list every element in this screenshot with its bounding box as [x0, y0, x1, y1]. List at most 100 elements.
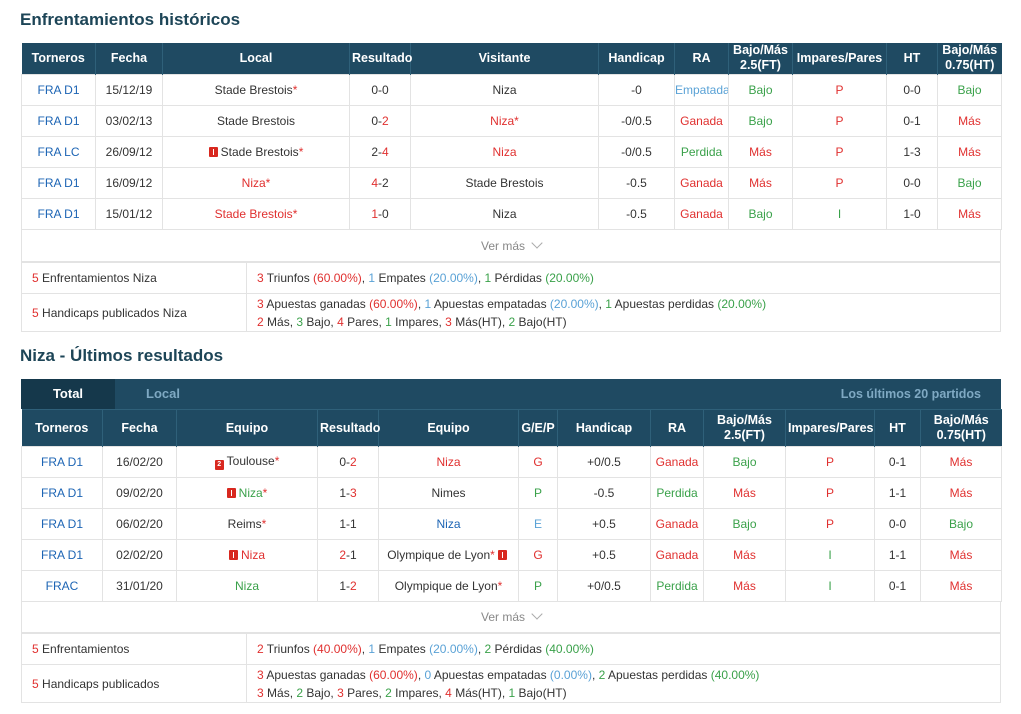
score-away: 0	[382, 82, 389, 97]
result-cell[interactable]: 0-2	[317, 446, 379, 478]
header-text: 2.5(FT)	[724, 428, 765, 442]
result-cell[interactable]: 2-1	[317, 539, 379, 571]
ra-value: Ganada	[650, 539, 704, 571]
summary-segment: 2	[257, 314, 264, 329]
summary-segment: 1	[368, 642, 376, 656]
match-date: 02/02/20	[102, 539, 177, 571]
result-cell[interactable]: 2-4	[349, 135, 411, 168]
home-team[interactable]: Reims*	[176, 508, 318, 540]
summary-segment: Más,	[263, 314, 297, 329]
column-header: G/E/P	[518, 409, 558, 447]
summary-line: 2 Más, 3 Bajo, 4 Pares, 1 Impares, 3 Más…	[257, 313, 990, 331]
away-team[interactable]: Niza	[410, 73, 599, 106]
match-date: 31/01/20	[102, 570, 177, 602]
home-team[interactable]: Stade Brestois*	[162, 135, 350, 168]
column-header: Impares/Pares	[792, 43, 887, 74]
tab-local[interactable]: Local	[146, 386, 180, 401]
favorite-star: *	[497, 579, 503, 593]
result-cell[interactable]: 0-2	[349, 104, 411, 137]
team-name: Olympique de Lyon	[387, 548, 491, 562]
tab-total[interactable]: Total	[21, 379, 115, 409]
team-name: Reims	[227, 517, 262, 531]
red-card-icon	[208, 146, 218, 157]
header-text: G/E/P	[521, 420, 555, 435]
summary-segment: Triunfos	[263, 271, 314, 285]
summary-row: 5 Enfrentamientos 2 Triunfos (40.00%), 1 …	[21, 633, 1001, 665]
home-team[interactable]: Niza*	[176, 477, 318, 509]
tournament-link[interactable]: FRA D1	[21, 477, 103, 509]
half-time-score: 0-1	[874, 446, 921, 478]
summary-stats: 3 Apuestas ganadas (60.00%), 1 Apuestas …	[246, 293, 1001, 332]
tournament-link[interactable]: FRA LC	[21, 135, 96, 168]
score-home: 1	[371, 206, 378, 221]
home-team[interactable]: Stade Brestois*	[162, 197, 350, 230]
summary-segment: 3	[257, 296, 264, 311]
away-team[interactable]: Olympique de Lyon*	[378, 570, 519, 602]
win-draw-loss: P	[518, 477, 558, 509]
away-team[interactable]: Niza	[410, 197, 599, 230]
home-team[interactable]: 2 Toulouse*	[176, 446, 318, 478]
score-home: 2	[339, 548, 346, 562]
over-under-ft: Más	[728, 166, 793, 199]
away-team[interactable]: Niza	[410, 135, 599, 168]
results-tabbar: Total Local Los últimos 20 partidos	[21, 379, 1001, 409]
favorite-star: *	[274, 454, 280, 468]
away-team[interactable]: Niza*	[410, 104, 599, 137]
handicap-value: +0.5	[557, 539, 651, 571]
table-row: FRA D1 06/02/20 Reims* 1-1 Niza E +0.5 Ganada Ba…	[21, 508, 1002, 540]
result-cell[interactable]: 1-0	[349, 197, 411, 230]
ra-value: Ganada	[650, 508, 704, 540]
tournament-link[interactable]: FRAC	[21, 570, 103, 602]
summary-segment: Empates	[375, 642, 430, 656]
result-cell[interactable]: 1-3	[317, 477, 379, 509]
summary-label: 5 Enfrentamientos	[21, 633, 247, 665]
away-team[interactable]: Niza	[378, 446, 519, 478]
summary-segment: Apuestas ganadas	[263, 296, 370, 311]
tournament-link[interactable]: FRA D1	[21, 539, 103, 571]
home-team[interactable]: Niza*	[162, 166, 350, 199]
h2h-ver-mas[interactable]: Ver más	[21, 230, 1001, 262]
summary-segment: ,	[361, 642, 369, 656]
over-under-ht: Más	[920, 539, 1002, 571]
half-time-score: 1-1	[874, 539, 921, 571]
last-20-matches-link[interactable]: Los últimos 20 partidos	[840, 387, 981, 401]
summary-segment: 3	[257, 685, 264, 700]
over-under-ft: Más	[728, 135, 793, 168]
away-team[interactable]: Niza	[378, 508, 519, 540]
home-team[interactable]: Niza	[176, 570, 318, 602]
tournament-link[interactable]: FRA D1	[21, 508, 103, 540]
result-cell[interactable]: 4-2	[349, 166, 411, 199]
last-ver-mas[interactable]: Ver más	[21, 601, 1001, 633]
result-cell[interactable]: 0-0	[349, 73, 411, 106]
summary-segment: 4	[337, 314, 344, 329]
summary-segment: Triunfos	[263, 642, 314, 656]
summary-segment: Impares,	[391, 685, 446, 700]
column-header: Bajo/Más 2.5(FT)	[728, 43, 793, 74]
tournament-link[interactable]: FRA D1	[21, 197, 96, 230]
team-name: Niza	[436, 455, 461, 469]
column-header: Local	[162, 43, 350, 74]
result-cell[interactable]: 1-1	[317, 508, 379, 540]
last-summary: 5 Enfrentamientos 2 Triunfos (40.00%), 1 …	[21, 633, 1001, 703]
tournament-link[interactable]: FRA D1	[21, 104, 96, 137]
away-team[interactable]: Nimes	[378, 477, 519, 509]
tournament-link[interactable]: FRA D1	[21, 73, 96, 106]
tournament-link[interactable]: FRA D1	[21, 166, 96, 199]
away-team[interactable]: Olympique de Lyon*	[378, 539, 519, 571]
team-name: Stade Brestois	[465, 175, 544, 190]
summary-segment: (40.00%)	[545, 642, 594, 656]
summary-segment: ,	[361, 271, 369, 285]
column-header: Resultado	[349, 43, 412, 74]
result-cell[interactable]: 1-2	[317, 570, 379, 602]
summary-segment: 3	[337, 685, 344, 700]
match-date: 06/02/20	[102, 508, 177, 540]
tournament-link[interactable]: FRA D1	[21, 446, 103, 478]
away-team[interactable]: Stade Brestois	[410, 166, 599, 199]
home-team[interactable]: Stade Brestois	[162, 104, 350, 137]
team-name: Niza	[234, 579, 259, 593]
summary-label: 5 Enfrentamientos Niza	[21, 262, 247, 294]
score-home: 2	[371, 144, 378, 159]
score-away: 1	[350, 548, 357, 562]
home-team[interactable]: Stade Brestois*	[162, 73, 350, 106]
home-team[interactable]: Niza	[176, 539, 318, 571]
